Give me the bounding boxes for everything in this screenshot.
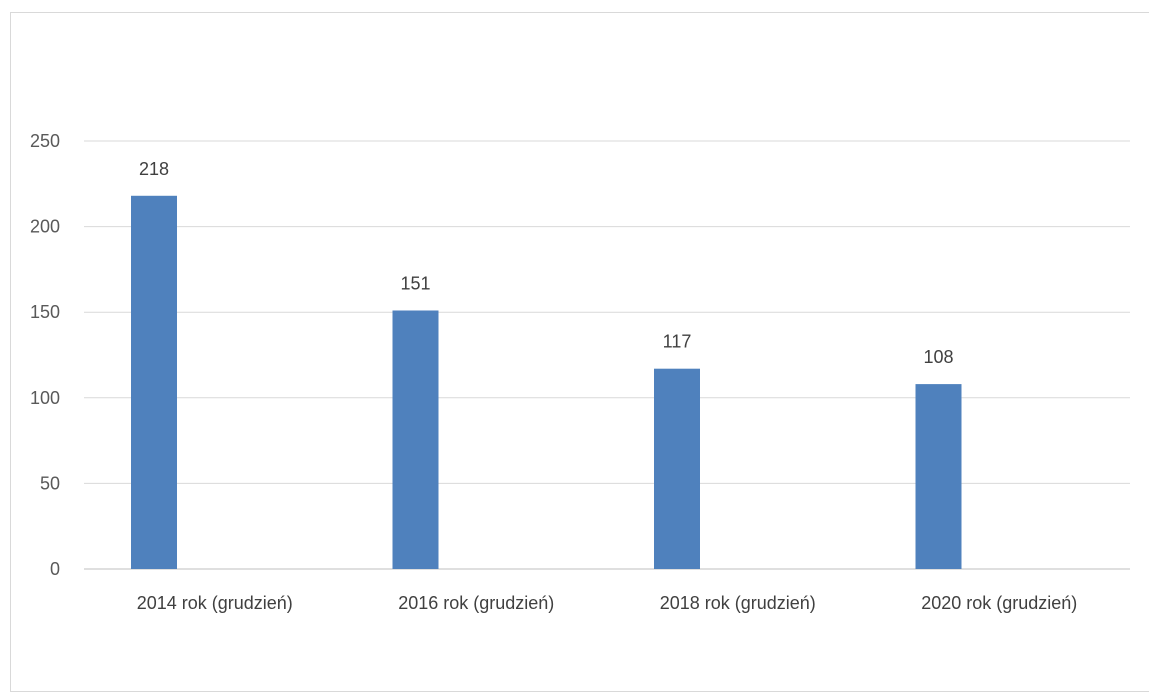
- bar: [131, 195, 177, 569]
- y-tick-label: 50: [40, 473, 60, 493]
- data-label: 151: [400, 273, 430, 293]
- y-tick-label: 250: [30, 131, 60, 151]
- data-label: 108: [923, 347, 953, 367]
- data-label: 117: [663, 332, 692, 352]
- x-category-label: 2018 rok (grudzień): [660, 593, 816, 613]
- data-labels: 218 151 117 108: [139, 159, 954, 367]
- x-axis-categories: 2014 rok (grudzień) 2016 rok (grudzień) 20…: [137, 593, 1078, 613]
- y-tick-label: 200: [30, 217, 60, 237]
- data-label: 218: [139, 159, 169, 179]
- y-tick-label: 100: [30, 388, 60, 408]
- bar: [392, 310, 439, 569]
- x-category-label: 2014 rok (grudzień): [137, 593, 293, 613]
- x-category-label: 2020 rok (grudzień): [921, 593, 1077, 613]
- x-category-label: 2016 rok (grudzień): [398, 593, 554, 613]
- bar: [915, 384, 962, 569]
- chart-frame: [10, 12, 1149, 692]
- bar: [654, 368, 700, 569]
- gridlines: [84, 140, 1130, 570]
- y-tick-label: 0: [50, 559, 60, 579]
- y-tick-label: 150: [30, 302, 60, 322]
- y-axis-ticks: 0 50 100 150 200 250: [30, 131, 60, 579]
- bars: [131, 195, 962, 569]
